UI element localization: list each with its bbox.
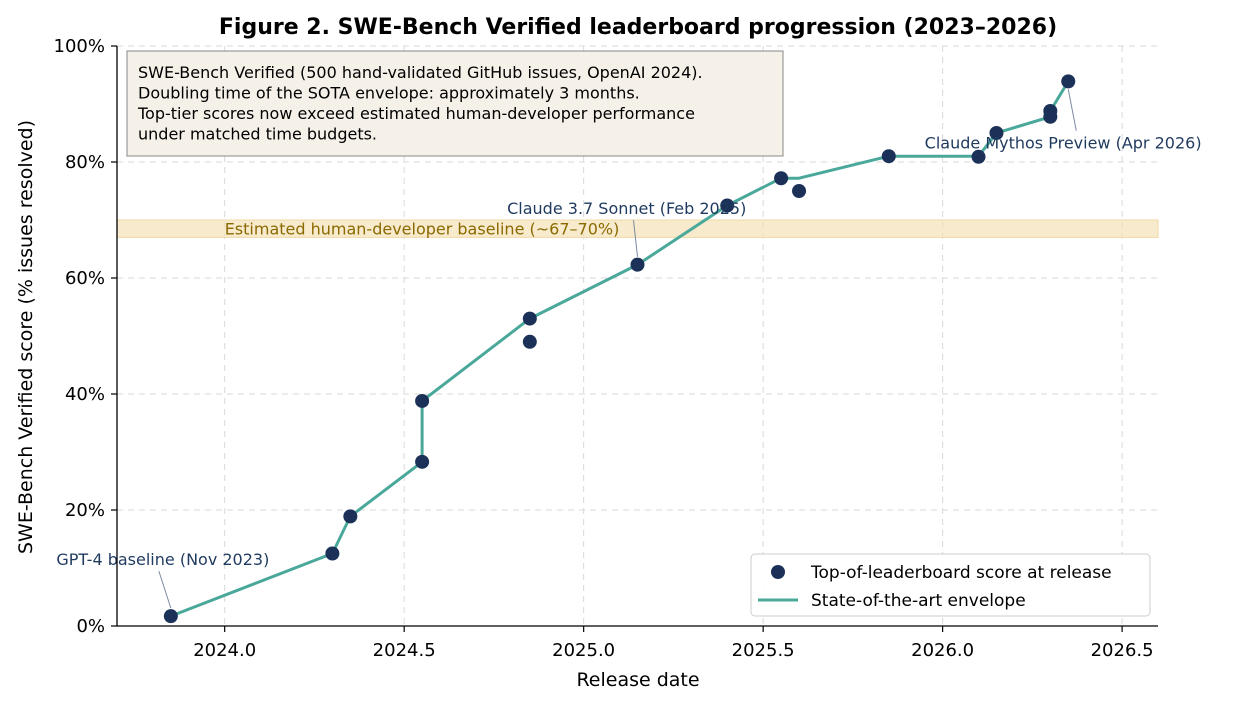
annotation-label: Claude 3.7 Sonnet (Feb 2025)	[507, 199, 746, 218]
legend-marker-points	[771, 565, 785, 579]
legend-label-line: State-of-the-art envelope	[811, 591, 1026, 611]
info-box-line: SWE-Bench Verified (500 hand-validated G…	[138, 63, 703, 82]
score-point	[720, 198, 735, 213]
y-tick-label: 60%	[65, 268, 105, 289]
sota-envelope	[170, 80, 1070, 618]
annotation-label: GPT-4 baseline (Nov 2023)	[56, 550, 269, 569]
score-point	[522, 334, 537, 349]
x-tick-label: 2024.5	[373, 640, 436, 661]
x-tick-label: 2024.0	[193, 640, 256, 661]
score-point	[971, 149, 986, 164]
y-tick-label: 20%	[65, 500, 105, 521]
x-tick-label: 2026.0	[911, 640, 974, 661]
annotation-leader	[1067, 89, 1077, 131]
legend-frame	[750, 553, 1151, 617]
info-box-line: Doubling time of the SOTA envelope: appr…	[138, 84, 640, 103]
x-tick-label: 2025.0	[552, 640, 615, 661]
annotations: GPT-4 baseline (Nov 2023) Claude 3.7 Sonn…	[56, 89, 1202, 609]
score-point	[522, 311, 537, 326]
info-box-frame	[126, 50, 784, 157]
y-axis-label: SWE-Bench Verified score (% issues resol…	[15, 120, 37, 554]
x-axis-label: Release date	[576, 669, 699, 691]
score-points	[163, 74, 1076, 624]
annotation-leader	[633, 220, 638, 257]
human-baseline-band: Estimated human-developer baseline (~67–…	[116, 219, 1159, 239]
legend: Top-of-leaderboard score at release State…	[750, 553, 1151, 617]
score-point	[325, 546, 340, 561]
info-box-line: under matched time budgets.	[138, 125, 377, 144]
annotation-leader	[158, 570, 172, 609]
score-point	[415, 454, 430, 469]
legend-label-points: Top-of-leaderboard score at release	[810, 563, 1112, 583]
human-baseline-label: Estimated human-developer baseline (~67–…	[225, 220, 620, 239]
sota-envelope-line	[170, 80, 1070, 618]
chart-title: Figure 2. SWE-Bench Verified leaderboard…	[219, 15, 1057, 40]
x-tick-label: 2026.5	[1091, 640, 1154, 661]
annotation-label: Claude Mythos Preview (Apr 2026)	[925, 134, 1202, 153]
score-point	[1043, 103, 1058, 118]
score-point	[163, 609, 178, 624]
y-tick-label: 80%	[65, 152, 105, 173]
info-box: SWE-Bench Verified (500 hand-validated G…	[126, 50, 784, 157]
y-tick-label: 40%	[65, 384, 105, 405]
x-tick-label: 2025.5	[732, 640, 795, 661]
score-point	[792, 184, 807, 198]
y-tick-label: 100%	[54, 36, 105, 57]
score-point	[1061, 74, 1076, 89]
score-point	[343, 509, 358, 524]
score-point	[415, 393, 430, 408]
axes: 2024.0 2024.5 2025.0 2025.5 2026.0 2026.5 0% 20…	[54, 36, 1158, 661]
info-box-line: Top-tier scores now exceed estimated hum…	[137, 104, 695, 123]
score-point	[989, 126, 1004, 140]
score-point	[881, 149, 896, 164]
score-point	[774, 171, 789, 186]
y-tick-label: 0%	[76, 616, 105, 637]
score-point	[630, 257, 645, 272]
